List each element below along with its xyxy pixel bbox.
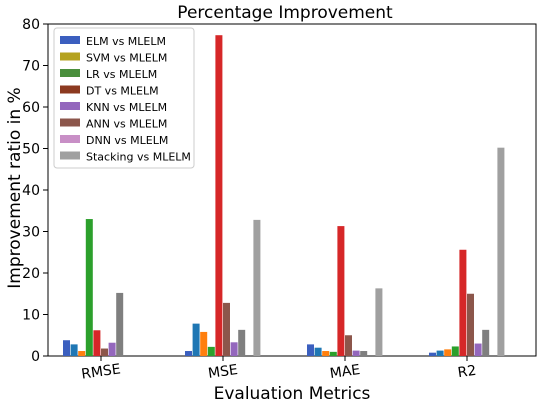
bar-rmse-6 <box>108 342 116 356</box>
bar-mse-4 <box>215 35 223 356</box>
legend-label: ELM vs MLELM <box>86 35 166 48</box>
y-tick-label: 40 <box>22 183 40 199</box>
legend-label: SVM vs MLELM <box>86 52 167 65</box>
legend-swatch <box>60 102 80 110</box>
bar-mse-9 <box>253 219 261 356</box>
chart-title: Percentage Improvement <box>177 3 393 23</box>
legend-label: Stacking vs MLELM <box>86 151 191 164</box>
bar-mse-3 <box>207 346 215 356</box>
bar-mae-2 <box>322 351 330 356</box>
bar-mse-6 <box>230 342 238 356</box>
y-tick-label: 10 <box>22 308 40 324</box>
y-axis-label: Improvement ratio in % <box>5 87 25 288</box>
bar-r2-1 <box>436 350 444 356</box>
bar-r2-2 <box>444 349 452 356</box>
bar-mse-0 <box>185 351 192 356</box>
y-tick-label: 60 <box>22 100 40 116</box>
y-tick-label: 30 <box>22 225 40 241</box>
y-tick-label: 80 <box>22 17 40 33</box>
bar-rmse-1 <box>70 344 78 356</box>
legend-label: KNN vs MLELM <box>86 101 167 114</box>
legend-swatch <box>60 135 80 143</box>
bar-rmse-7 <box>116 292 124 356</box>
y-tick-label: 20 <box>22 266 40 282</box>
bar-mae-5 <box>345 335 352 356</box>
x-tick-label: RMSE <box>80 361 121 382</box>
legend-swatch <box>60 69 80 77</box>
bar-mae-6 <box>352 350 360 356</box>
legend-label: LR vs MLELM <box>86 68 157 81</box>
bar-mae-0 <box>307 344 314 356</box>
x-tick-label: MAE <box>329 362 361 382</box>
bar-r2-4 <box>459 249 467 356</box>
legend-swatch <box>60 118 80 127</box>
bar-mse-2 <box>200 331 208 356</box>
y-tick-label: 0 <box>31 349 40 365</box>
bar-r2-5 <box>467 293 474 356</box>
y-tick-label: 70 <box>22 59 40 75</box>
bar-mse-5 <box>223 302 230 356</box>
bar-r2-7 <box>482 329 490 356</box>
legend-swatch <box>60 151 80 160</box>
legend-label: DNN vs MLELM <box>86 134 168 147</box>
bar-r2-9 <box>497 147 505 356</box>
bar-mae-3 <box>329 351 337 356</box>
x-tick-label: MSE <box>207 362 239 382</box>
bar-r2-3 <box>451 346 459 356</box>
bar-mse-7 <box>238 329 246 356</box>
bar-rmse-3 <box>85 219 93 356</box>
legend-label: ANN vs MLELM <box>86 118 167 131</box>
legend-label: DT vs MLELM <box>86 85 159 98</box>
x-axis-label: Evaluation Metrics <box>214 384 371 404</box>
bar-rmse-2 <box>78 351 86 356</box>
bar-mse-1 <box>192 323 200 356</box>
y-tick-label: 50 <box>22 142 40 158</box>
x-tick-label: R2 <box>457 363 478 381</box>
bar-rmse-5 <box>101 348 108 356</box>
legend-box <box>53 27 195 169</box>
bar-mae-7 <box>360 351 368 356</box>
bar-mae-4 <box>337 226 345 356</box>
legend-swatch <box>60 52 80 61</box>
bar-mae-9 <box>375 288 383 356</box>
bar-r2-0 <box>429 352 436 356</box>
legend-swatch <box>60 85 80 94</box>
bar-rmse-0 <box>63 340 70 356</box>
bar-r2-6 <box>474 343 482 356</box>
legend-swatch <box>60 36 80 44</box>
bar-mae-1 <box>314 347 322 356</box>
legend: ELM vs MLELM SVM vs MLELM LR vs MLELM DT vs… <box>53 27 195 169</box>
bar-rmse-4 <box>93 330 101 356</box>
